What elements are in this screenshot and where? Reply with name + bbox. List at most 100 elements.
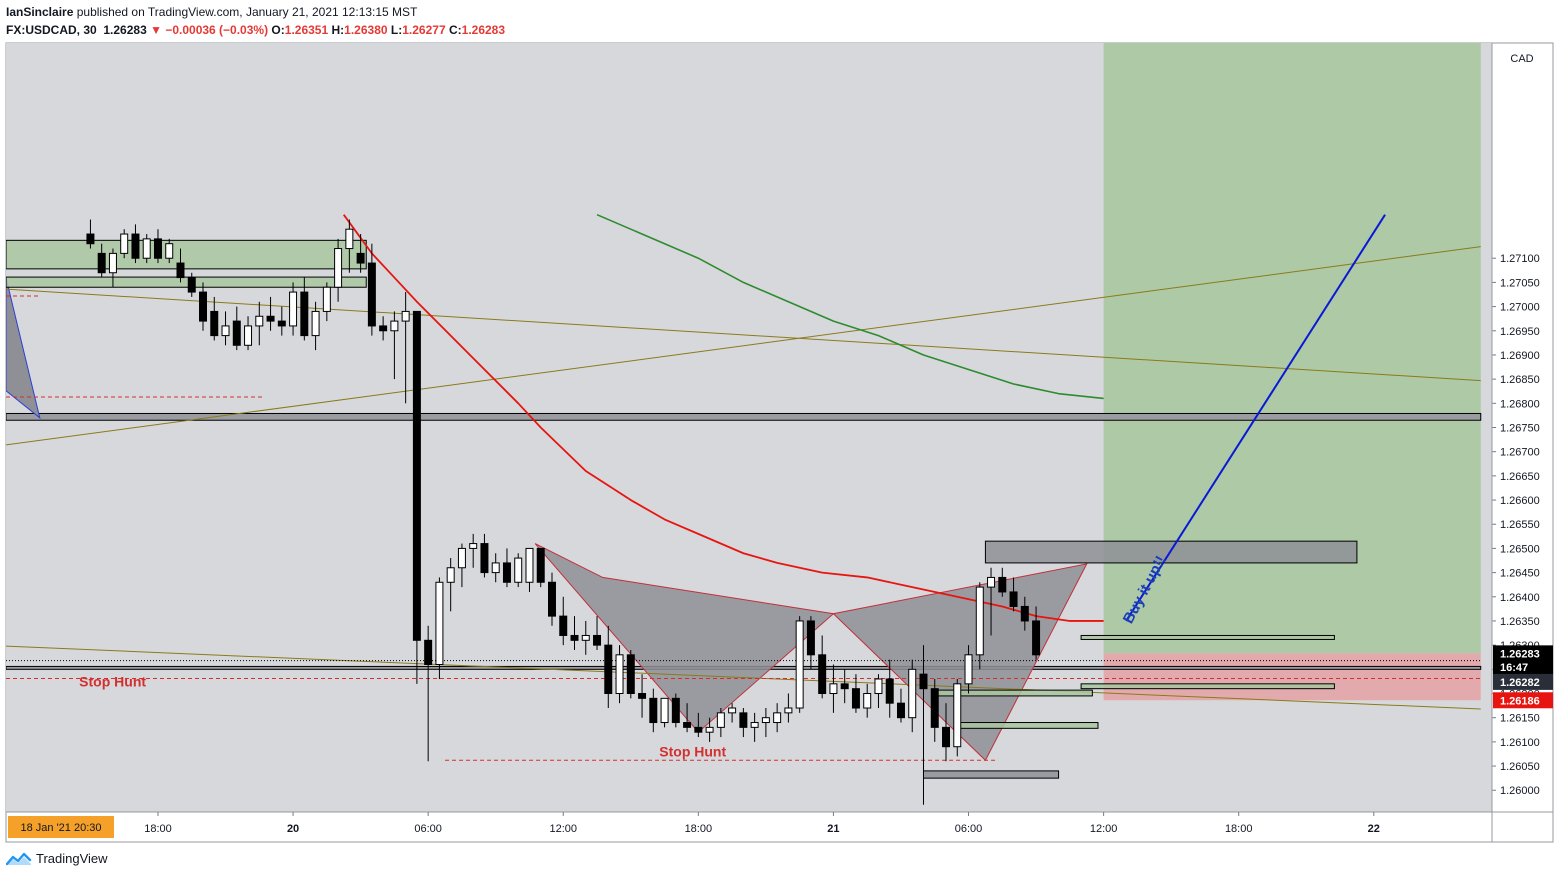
candle-body bbox=[300, 291, 309, 337]
publication-header: IanSinclaire published on TradingView.co… bbox=[6, 4, 417, 21]
candle-body bbox=[806, 620, 815, 656]
candle-body bbox=[97, 252, 106, 274]
candle-body bbox=[379, 325, 388, 332]
candle-body bbox=[457, 547, 466, 569]
footer-branding: TradingView bbox=[6, 851, 108, 866]
candle-body bbox=[818, 654, 827, 695]
down-arrow-icon: ▼ bbox=[150, 23, 162, 37]
zone-box-6 bbox=[956, 722, 1099, 729]
y-tick-label: 1.26500 bbox=[1500, 543, 1540, 555]
candle-body bbox=[908, 668, 917, 719]
candle-body bbox=[255, 315, 264, 327]
candle-body bbox=[390, 320, 399, 332]
candle-body bbox=[356, 252, 365, 264]
candle-body bbox=[334, 248, 343, 288]
candle-body bbox=[615, 654, 624, 695]
candle-body bbox=[559, 615, 568, 636]
candle-body bbox=[638, 693, 647, 699]
candle-body bbox=[975, 586, 984, 656]
ohlc-legend: FX:USDCAD, 30 1.26283 ▼ −0.00036 (−0.03%… bbox=[6, 22, 505, 38]
x-tick-label: 22 bbox=[1368, 823, 1380, 835]
candle-body bbox=[120, 233, 129, 254]
y-tick-label: 1.26900 bbox=[1500, 350, 1540, 362]
y-tick-label: 1.26150 bbox=[1500, 713, 1540, 725]
candle-body bbox=[716, 712, 725, 728]
x-tick-label: 18:00 bbox=[685, 823, 713, 835]
y-tick-label: 1.26800 bbox=[1500, 398, 1540, 410]
y-tick-label: 1.26600 bbox=[1500, 495, 1540, 507]
candle-body bbox=[750, 722, 759, 728]
symbol-label[interactable]: FX:USDCAD, 30 bbox=[6, 23, 97, 37]
buy-direction-line bbox=[1125, 214, 1386, 622]
candle-body bbox=[626, 654, 635, 695]
published-text: published on TradingView.com, January 21… bbox=[76, 5, 418, 19]
candle-body bbox=[942, 726, 950, 748]
price-label-countdown: 16:47 bbox=[1500, 662, 1528, 674]
candle-body bbox=[322, 286, 331, 312]
y-tick-label: 1.26700 bbox=[1500, 447, 1540, 459]
x-tick-label: 12:00 bbox=[549, 823, 577, 835]
candle-body bbox=[829, 683, 838, 695]
price-label-badge bbox=[1493, 673, 1553, 690]
horizontal-band-0 bbox=[6, 412, 1482, 421]
close-value: 1.26283 bbox=[461, 23, 506, 37]
price-label-badge bbox=[1493, 658, 1553, 675]
candle-body bbox=[773, 712, 782, 724]
x-tick-label: 06:00 bbox=[955, 823, 983, 835]
price-label-last: 1.26283 bbox=[1500, 648, 1540, 660]
crosshair-date-badge bbox=[8, 816, 114, 838]
candle-body bbox=[311, 310, 320, 337]
candle-body bbox=[502, 562, 511, 583]
stop-zone bbox=[1103, 653, 1481, 701]
candle-body bbox=[604, 644, 613, 695]
candle-body bbox=[739, 712, 748, 728]
low-value: 1.26277 bbox=[402, 23, 446, 37]
tradingview-logo-icon bbox=[6, 852, 32, 865]
open-label: O: bbox=[271, 23, 285, 37]
brand-name[interactable]: TradingView bbox=[36, 851, 108, 866]
candle-body bbox=[581, 634, 590, 641]
y-tick-label: 1.27100 bbox=[1500, 253, 1540, 265]
y-tick-label: 1.26050 bbox=[1500, 761, 1540, 773]
candle-body bbox=[176, 262, 185, 279]
candle-body bbox=[108, 252, 117, 274]
price-label-stop: 1.26186 bbox=[1500, 695, 1540, 707]
candle-body bbox=[919, 673, 928, 690]
candle-body bbox=[435, 581, 444, 665]
candle-body bbox=[232, 320, 241, 346]
candle-body bbox=[86, 233, 95, 245]
candle-body bbox=[930, 688, 939, 728]
open-value: 1.26351 bbox=[284, 23, 329, 37]
candle-body bbox=[784, 707, 793, 714]
trendline-descending-upper bbox=[6, 288, 1481, 382]
candle-body bbox=[863, 693, 872, 709]
y-tick-label: 1.26950 bbox=[1500, 326, 1540, 338]
x-tick-label: 12:00 bbox=[1090, 823, 1118, 835]
zone-box-7 bbox=[922, 770, 1060, 779]
candle-body bbox=[705, 726, 714, 733]
candle-body bbox=[199, 291, 207, 322]
candle-body bbox=[165, 243, 174, 259]
candle-body bbox=[244, 325, 253, 346]
candle-body bbox=[840, 683, 849, 690]
price-label-badge bbox=[1493, 692, 1553, 709]
x-tick-label: 20 bbox=[287, 823, 299, 835]
low-label: L: bbox=[390, 23, 403, 37]
candle-body bbox=[694, 726, 703, 733]
author-name[interactable]: IanSinclaire bbox=[6, 5, 74, 19]
crosshair-date-label: 18 Jan '21 20:30 bbox=[20, 822, 101, 834]
candle-body bbox=[536, 547, 545, 583]
candle-body bbox=[424, 639, 433, 665]
candle-body bbox=[1032, 620, 1041, 656]
price-label-badge bbox=[1493, 645, 1553, 662]
candle-body bbox=[266, 315, 275, 322]
candle-body bbox=[660, 697, 669, 724]
y-tick-label: 1.26850 bbox=[1500, 374, 1540, 386]
y-tick-label: 1.26100 bbox=[1500, 737, 1540, 749]
candle-body bbox=[548, 581, 556, 617]
candle-body bbox=[131, 233, 140, 259]
left-wedge-pattern bbox=[6, 277, 41, 420]
y-tick-label: 1.26750 bbox=[1500, 423, 1540, 435]
price-label-dark: 1.26282 bbox=[1500, 677, 1540, 689]
